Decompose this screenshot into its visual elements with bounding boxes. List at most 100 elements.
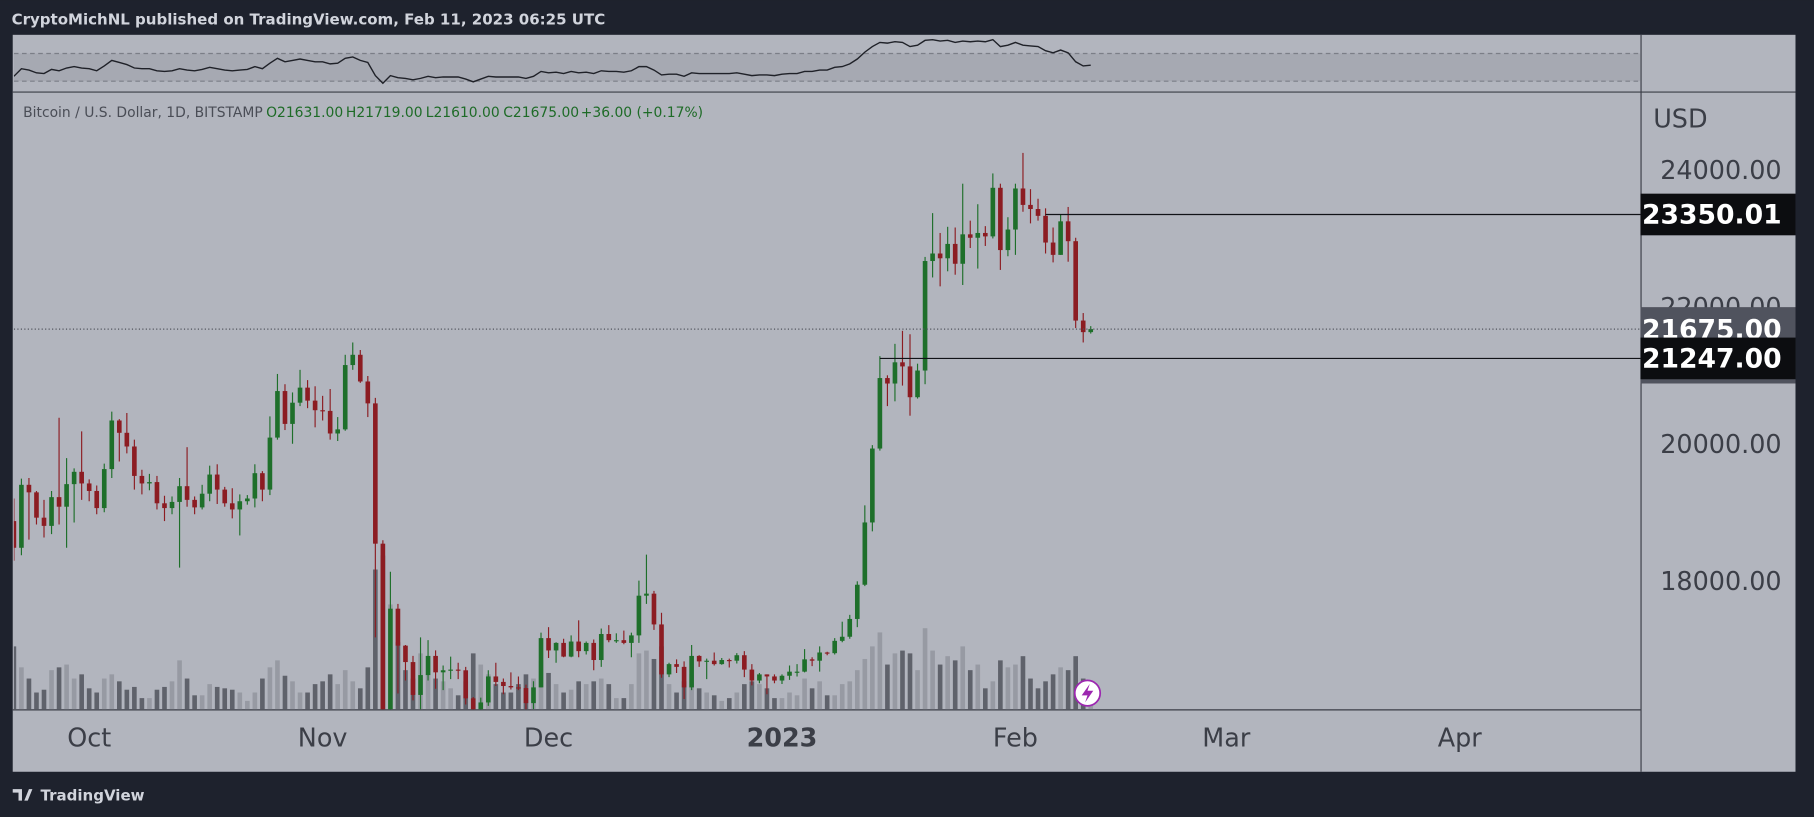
candle-body <box>892 362 898 384</box>
flash-bolt[interactable] <box>1081 683 1094 703</box>
logo-mark <box>12 789 33 801</box>
volume-bar <box>659 646 664 710</box>
y-tick-label: 18000.00 <box>1660 567 1781 597</box>
candle-body <box>907 366 913 398</box>
candle-body <box>674 664 679 667</box>
axes: 18000.0020000.0022000.0024000.00OctNovDe… <box>67 156 1796 753</box>
volume-bar <box>162 686 167 710</box>
candle-body <box>214 474 220 490</box>
volume-bar <box>177 660 182 710</box>
candle-body <box>199 493 205 508</box>
chart-panel <box>12 34 1796 772</box>
candle-body <box>147 482 152 484</box>
candle-body <box>583 642 589 652</box>
volume-bar <box>1035 688 1041 710</box>
candle-body <box>109 420 115 470</box>
footer-logo: TradingView <box>12 787 145 805</box>
volume-bar <box>501 692 506 710</box>
candle-body <box>870 448 875 523</box>
candle-body <box>478 702 484 710</box>
volume-bar <box>470 653 476 710</box>
candle-body <box>644 593 649 596</box>
volume-bar <box>94 692 100 710</box>
candle-body <box>463 670 469 699</box>
volume-bar <box>824 695 830 710</box>
volume-bar <box>644 650 649 710</box>
flash-icon[interactable] <box>1073 679 1102 707</box>
candle-body <box>960 234 966 264</box>
candle-body <box>779 675 785 681</box>
volume-bar <box>199 695 205 710</box>
volume-bar <box>1005 667 1011 710</box>
candle-body <box>900 362 905 367</box>
candle-body <box>1058 221 1063 255</box>
volume-bar <box>1020 656 1026 710</box>
volume-bar <box>124 689 130 710</box>
volume-bar <box>726 698 732 710</box>
candle-body <box>71 471 77 485</box>
x-tick-label: Nov <box>298 723 348 753</box>
x-tick-label: Dec <box>524 723 573 753</box>
volume-bar <box>817 681 822 710</box>
candle-body <box>470 698 476 710</box>
x-tick-label: Feb <box>993 723 1038 753</box>
publisher-header: CryptoMichNL published on TradingView.co… <box>12 10 606 28</box>
candle-body <box>327 410 333 434</box>
volume-bar <box>1073 656 1078 710</box>
candle-body <box>19 484 24 548</box>
candle-body <box>862 522 868 585</box>
volume-bar <box>154 689 160 710</box>
volume-bar <box>885 664 890 710</box>
volume-bar <box>870 646 875 710</box>
candle-body <box>350 354 356 366</box>
volume-bar <box>1043 681 1048 710</box>
candle-body <box>983 232 988 237</box>
volume-bar <box>832 695 838 710</box>
candle-body <box>162 503 167 509</box>
volume-bar <box>192 695 197 710</box>
indicator-band-fill <box>13 53 1641 82</box>
volume-bar <box>335 684 341 710</box>
volume-bar <box>651 658 657 710</box>
candle-body <box>614 640 619 642</box>
x-tick-label: Apr <box>1438 723 1483 753</box>
volume-bar <box>764 688 770 710</box>
candle-body <box>817 652 822 661</box>
volume-bar <box>568 689 574 710</box>
candle-body <box>629 635 634 643</box>
open-label: O21631.00 <box>266 105 343 121</box>
candle-body <box>523 688 529 704</box>
volume-bar <box>960 646 966 710</box>
change-label: +36.00 (+0.17%) <box>581 105 703 121</box>
volume-bar <box>71 678 77 710</box>
volume-bar <box>915 670 920 710</box>
candle-body <box>704 660 710 662</box>
candle-body <box>681 666 687 688</box>
candle-body <box>839 636 845 641</box>
volume-bar <box>1065 670 1071 710</box>
candle-body <box>719 660 725 665</box>
volume-bar <box>598 678 604 710</box>
volume-bar <box>847 681 853 710</box>
volume-bar <box>666 684 672 710</box>
candle-body <box>290 402 295 424</box>
candle-body <box>651 593 657 625</box>
volume-bar <box>229 689 235 710</box>
candle-body <box>742 655 747 670</box>
volume-bar <box>290 681 295 710</box>
candle-body <box>508 686 514 688</box>
volume-bar <box>275 660 280 710</box>
candle-body <box>64 484 69 507</box>
candle-body <box>659 624 664 675</box>
candle-body <box>576 641 581 652</box>
candle-body <box>260 473 265 490</box>
candle-body <box>998 187 1003 251</box>
volume-bar <box>79 674 84 710</box>
y-tick-label: 20000.00 <box>1660 430 1781 460</box>
candle-body <box>455 669 461 671</box>
candle-body <box>177 486 182 502</box>
volume-bar <box>1028 678 1033 710</box>
candle-body <box>1088 329 1094 333</box>
main-pane <box>13 152 1641 710</box>
candle-body <box>1035 209 1041 216</box>
